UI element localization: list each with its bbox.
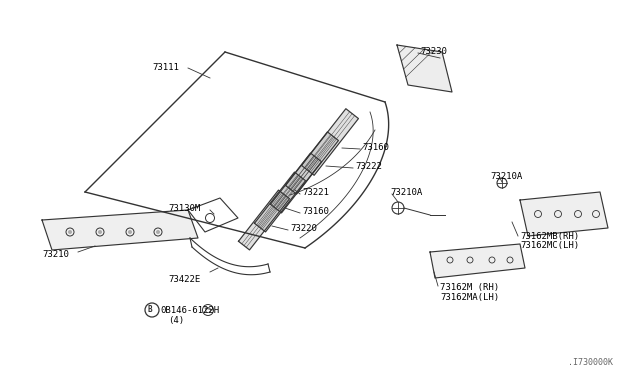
Polygon shape — [397, 45, 452, 92]
Text: 73162MB(RH): 73162MB(RH) — [520, 232, 579, 241]
Text: 73230: 73230 — [420, 47, 447, 56]
Polygon shape — [301, 109, 358, 175]
Polygon shape — [42, 210, 198, 250]
Text: B: B — [148, 305, 152, 314]
Polygon shape — [271, 153, 321, 213]
Text: 73162MC(LH): 73162MC(LH) — [520, 241, 579, 250]
Text: 73130M: 73130M — [168, 204, 200, 213]
Polygon shape — [239, 190, 289, 250]
Polygon shape — [255, 172, 305, 232]
Text: 73221: 73221 — [302, 188, 329, 197]
Text: 0B146-6122H: 0B146-6122H — [160, 306, 219, 315]
Text: 73162M (RH): 73162M (RH) — [440, 283, 499, 292]
Text: 73210A: 73210A — [390, 188, 422, 197]
Text: 73220: 73220 — [290, 224, 317, 233]
Polygon shape — [430, 244, 525, 278]
Text: 73222: 73222 — [355, 162, 382, 171]
Text: 73422E: 73422E — [168, 275, 200, 284]
Polygon shape — [520, 192, 608, 236]
Text: (4): (4) — [168, 316, 184, 325]
Circle shape — [98, 230, 102, 234]
Text: 73111: 73111 — [152, 63, 179, 72]
Polygon shape — [285, 132, 339, 194]
Circle shape — [68, 230, 72, 234]
Text: 73160: 73160 — [362, 143, 389, 152]
Text: 73210A: 73210A — [490, 172, 522, 181]
Circle shape — [128, 230, 132, 234]
Text: .I730000K: .I730000K — [568, 358, 613, 367]
Circle shape — [156, 230, 160, 234]
Text: 73210: 73210 — [42, 250, 69, 259]
Text: 73160: 73160 — [302, 207, 329, 216]
Text: 73162MA(LH): 73162MA(LH) — [440, 293, 499, 302]
